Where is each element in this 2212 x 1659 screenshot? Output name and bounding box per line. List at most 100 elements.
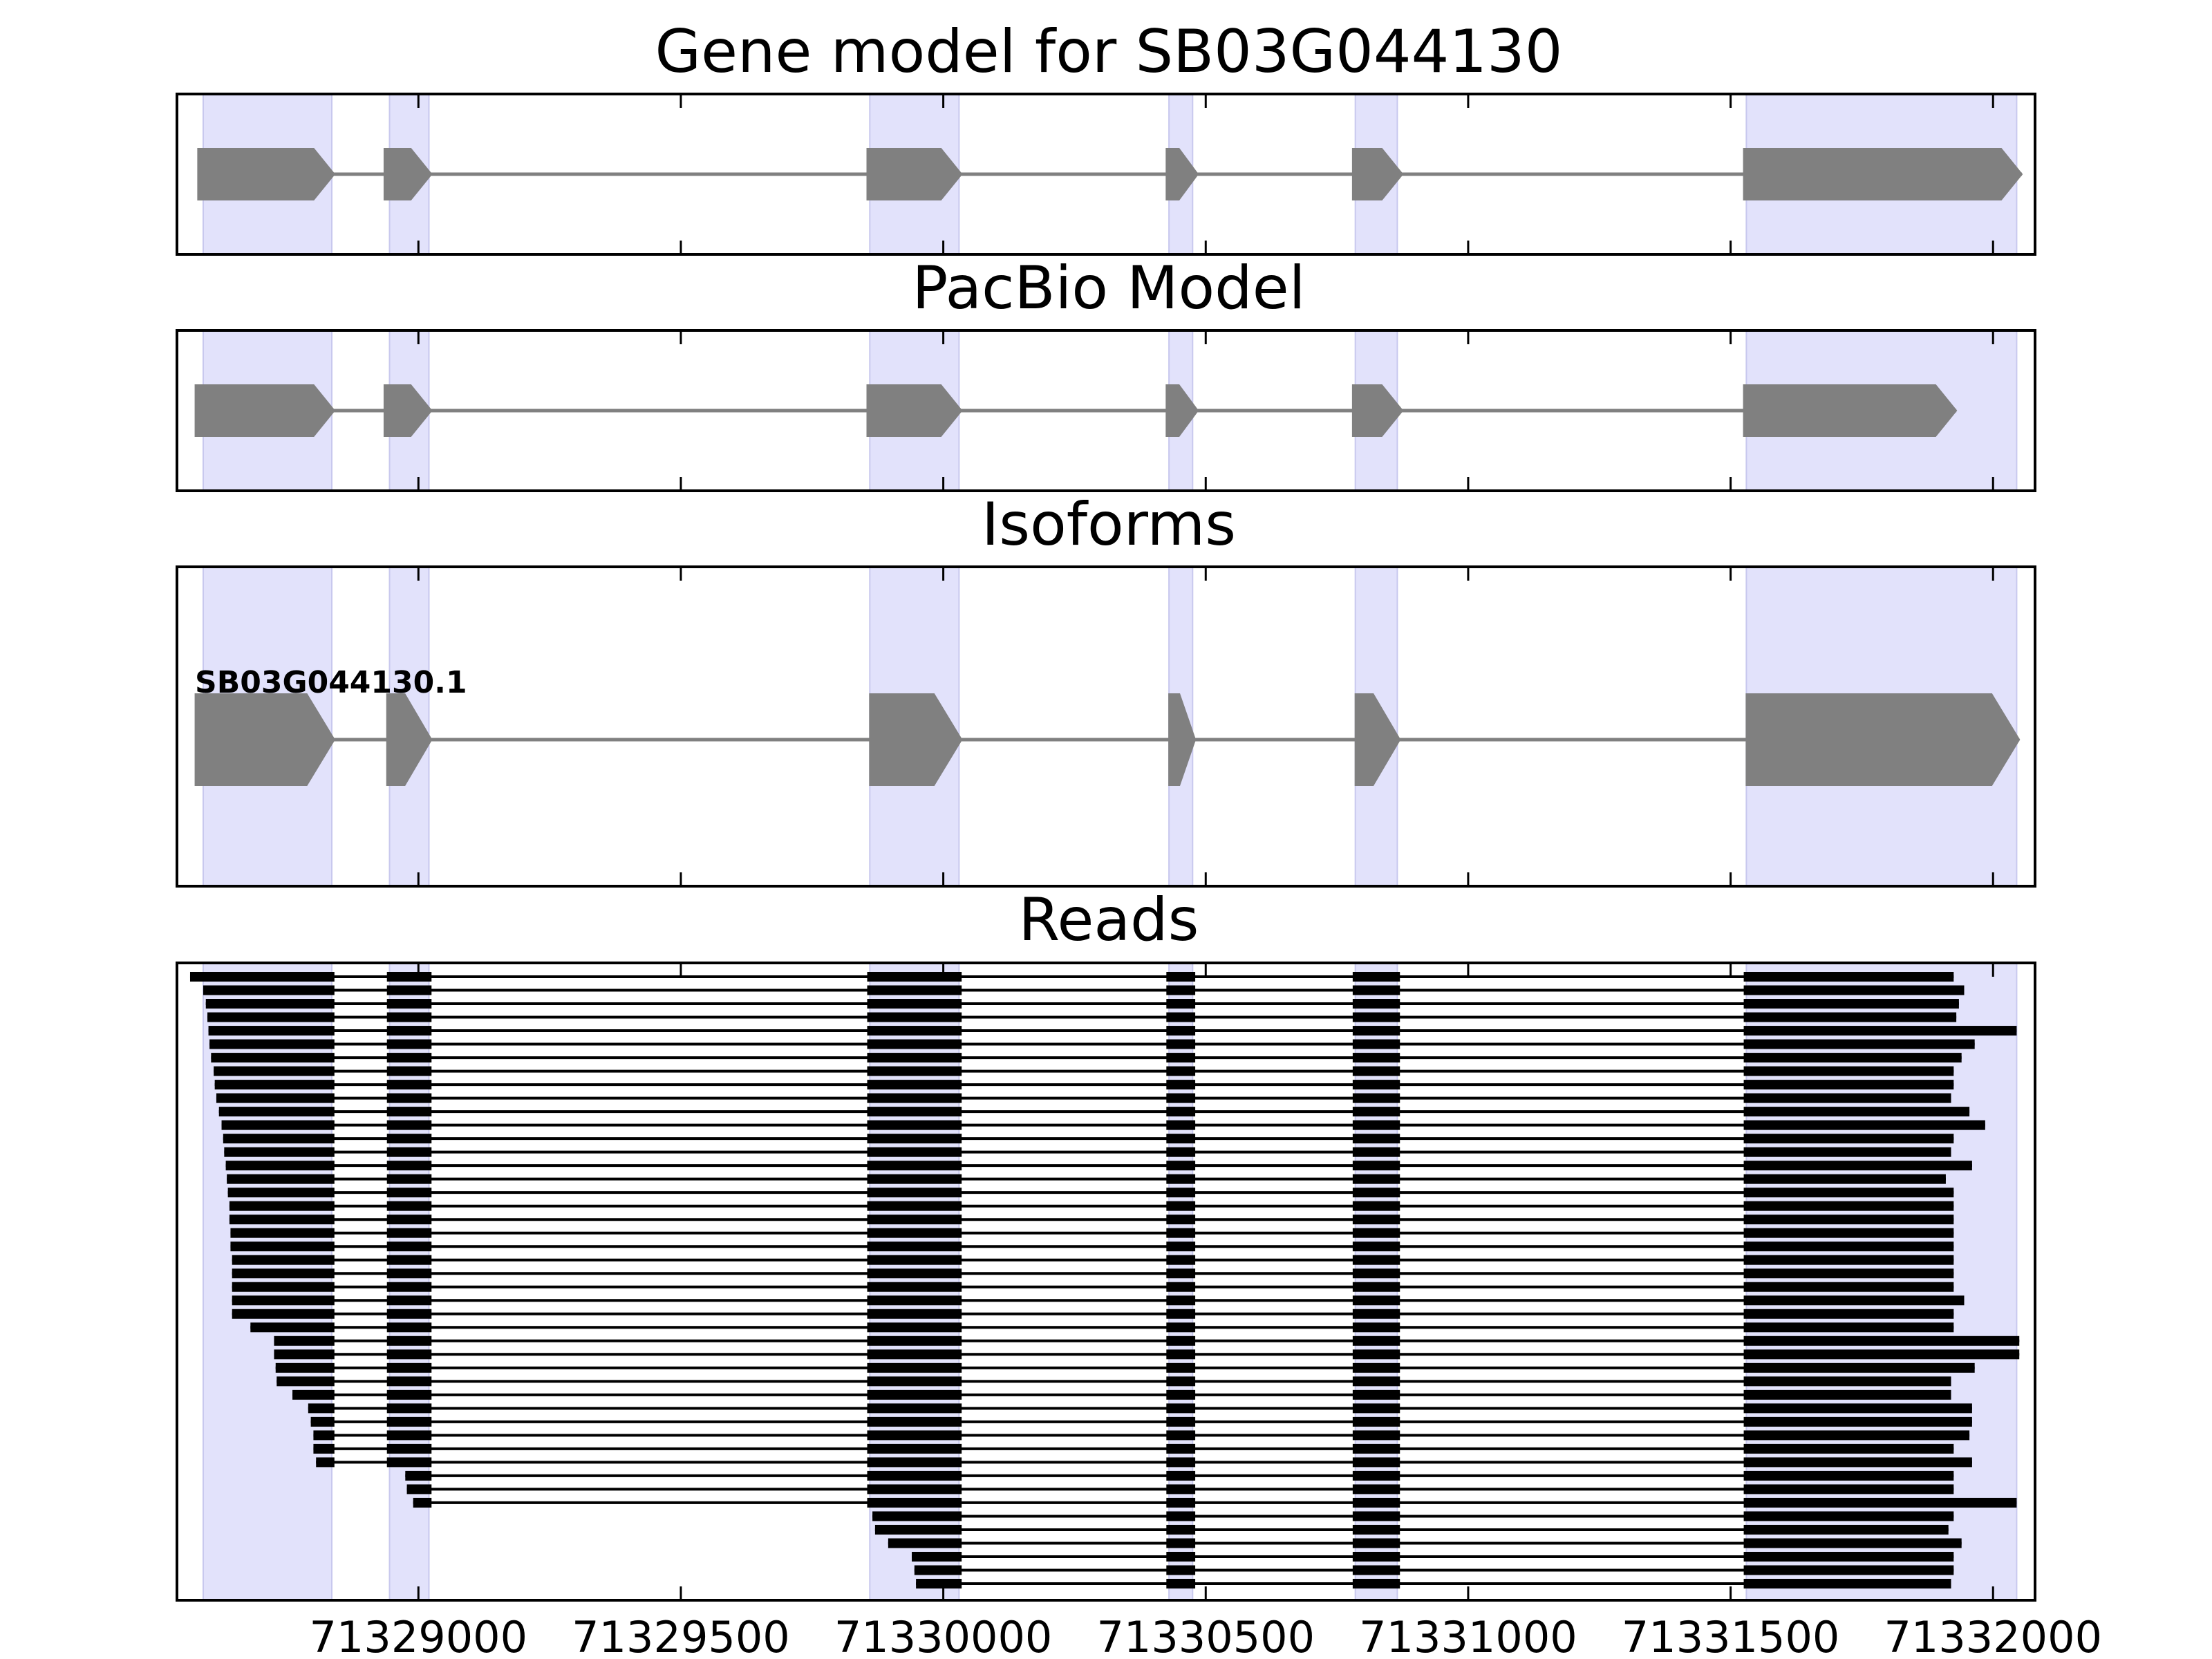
- read-21-block-2: [386, 1241, 432, 1252]
- read-6-block-3: [867, 1039, 962, 1049]
- x-tick-label-5: 71331000: [1359, 1612, 1577, 1659]
- read-39: [406, 1484, 1954, 1494]
- read-5-block-1: [208, 1026, 335, 1036]
- read-37-block-2: [386, 1457, 432, 1468]
- gene-model-track: [197, 148, 2023, 200]
- isoforms-exon-highlights: [202, 566, 2018, 887]
- read-13-block-6: [1743, 1134, 1954, 1144]
- reads-ticks: [417, 963, 1994, 1600]
- read-37: [316, 1457, 1972, 1468]
- read-40-block-5: [1352, 1497, 1400, 1508]
- read-31-block-3: [867, 1376, 962, 1387]
- pacbio-model-exon-2: [383, 384, 433, 437]
- read-6-block-1: [209, 1039, 335, 1049]
- read-17: [227, 1188, 1954, 1198]
- read-32-block-6: [1743, 1389, 1951, 1400]
- read-10-block-3: [867, 1093, 962, 1103]
- read-41-block-4: [1166, 1511, 1196, 1521]
- read-4-block-5: [1352, 1012, 1400, 1022]
- read-40: [413, 1497, 2017, 1508]
- read-39-block-5: [1352, 1484, 1400, 1494]
- read-13-block-1: [223, 1134, 335, 1144]
- read-4-block-6: [1743, 1012, 1957, 1022]
- reads-frame: [176, 962, 2036, 1602]
- isoforms-exon-4: [1168, 693, 1197, 786]
- read-40-block-4: [1166, 1497, 1196, 1508]
- read-34-block-5: [1352, 1416, 1400, 1427]
- read-4-block-1: [207, 1012, 335, 1022]
- read-18-block-2: [386, 1201, 432, 1211]
- read-23-block-4: [1166, 1268, 1196, 1279]
- read-37-block-1: [316, 1457, 335, 1468]
- read-33: [308, 1403, 1972, 1414]
- read-10-block-5: [1352, 1093, 1400, 1103]
- read-42-block-4: [1166, 1524, 1196, 1535]
- read-8-block-1: [214, 1066, 335, 1076]
- read-34-block-3: [867, 1416, 962, 1427]
- read-4: [207, 1012, 1957, 1022]
- read-21-block-1: [230, 1241, 335, 1252]
- read-8: [214, 1066, 1954, 1076]
- read-12-block-6: [1743, 1120, 1985, 1130]
- read-22-block-6: [1743, 1255, 1954, 1265]
- read-29-block-1: [274, 1349, 335, 1360]
- read-21: [230, 1241, 1954, 1252]
- read-42: [874, 1524, 1949, 1535]
- read-19-block-3: [867, 1215, 962, 1225]
- isoforms-ticks: [417, 567, 1994, 886]
- read-1-block-1: [189, 972, 335, 982]
- read-14-block-5: [1352, 1147, 1400, 1157]
- read-13-block-3: [867, 1134, 962, 1144]
- pacbio-model-panel: [176, 329, 2036, 492]
- read-23-block-2: [386, 1268, 432, 1279]
- read-29-block-5: [1352, 1349, 1400, 1360]
- read-15-block-3: [867, 1161, 962, 1171]
- gene-model-exon-1: [197, 148, 336, 200]
- read-44-block-5: [1352, 1551, 1400, 1562]
- read-35-block-3: [867, 1430, 962, 1441]
- read-14-block-1: [224, 1147, 335, 1157]
- read-23-block-1: [232, 1268, 335, 1279]
- read-19-block-6: [1743, 1215, 1954, 1225]
- read-31-block-1: [276, 1376, 335, 1387]
- isoforms-exon-1: [194, 693, 335, 786]
- read-27-block-3: [867, 1322, 962, 1333]
- read-14-block-4: [1166, 1147, 1196, 1157]
- read-27-block-1: [250, 1322, 335, 1333]
- reads-title: Reads: [1019, 885, 1199, 955]
- read-34-block-2: [386, 1416, 432, 1427]
- read-44-block-3: [912, 1551, 962, 1562]
- x-tick-label-6: 71331500: [1622, 1612, 1840, 1659]
- read-35-block-4: [1166, 1430, 1196, 1441]
- read-41-block-5: [1352, 1511, 1400, 1521]
- read-36-block-3: [867, 1443, 962, 1454]
- read-41-block-3: [872, 1511, 962, 1521]
- x-tick-label-3: 71330000: [834, 1612, 1053, 1659]
- read-14-block-6: [1743, 1147, 1951, 1157]
- read-8-block-6: [1743, 1066, 1954, 1076]
- x-tick-label-7: 71332000: [1884, 1612, 2102, 1659]
- read-45-block-4: [1166, 1565, 1196, 1575]
- read-9-block-1: [214, 1080, 335, 1090]
- read-33-block-3: [867, 1403, 962, 1414]
- reads-panel: [176, 962, 2036, 1602]
- read-14: [224, 1147, 1951, 1157]
- read-1: [189, 972, 1954, 982]
- read-13-block-2: [386, 1134, 432, 1144]
- read-29: [274, 1349, 2020, 1360]
- read-44-block-6: [1743, 1551, 1954, 1562]
- read-28-block-3: [867, 1335, 962, 1346]
- read-11: [218, 1107, 1970, 1117]
- read-38-block-2: [405, 1470, 432, 1481]
- read-33-block-4: [1166, 1403, 1196, 1414]
- read-22-block-5: [1352, 1255, 1400, 1265]
- read-36-block-5: [1352, 1443, 1400, 1454]
- read-21-block-4: [1166, 1241, 1196, 1252]
- read-30-block-3: [867, 1362, 962, 1373]
- isoform-label: SB03G044130.1: [195, 665, 467, 700]
- read-34-block-1: [310, 1416, 335, 1427]
- read-35-block-2: [386, 1430, 432, 1441]
- read-32-block-1: [292, 1389, 335, 1400]
- read-2-block-4: [1166, 985, 1196, 995]
- read-34: [310, 1416, 1972, 1427]
